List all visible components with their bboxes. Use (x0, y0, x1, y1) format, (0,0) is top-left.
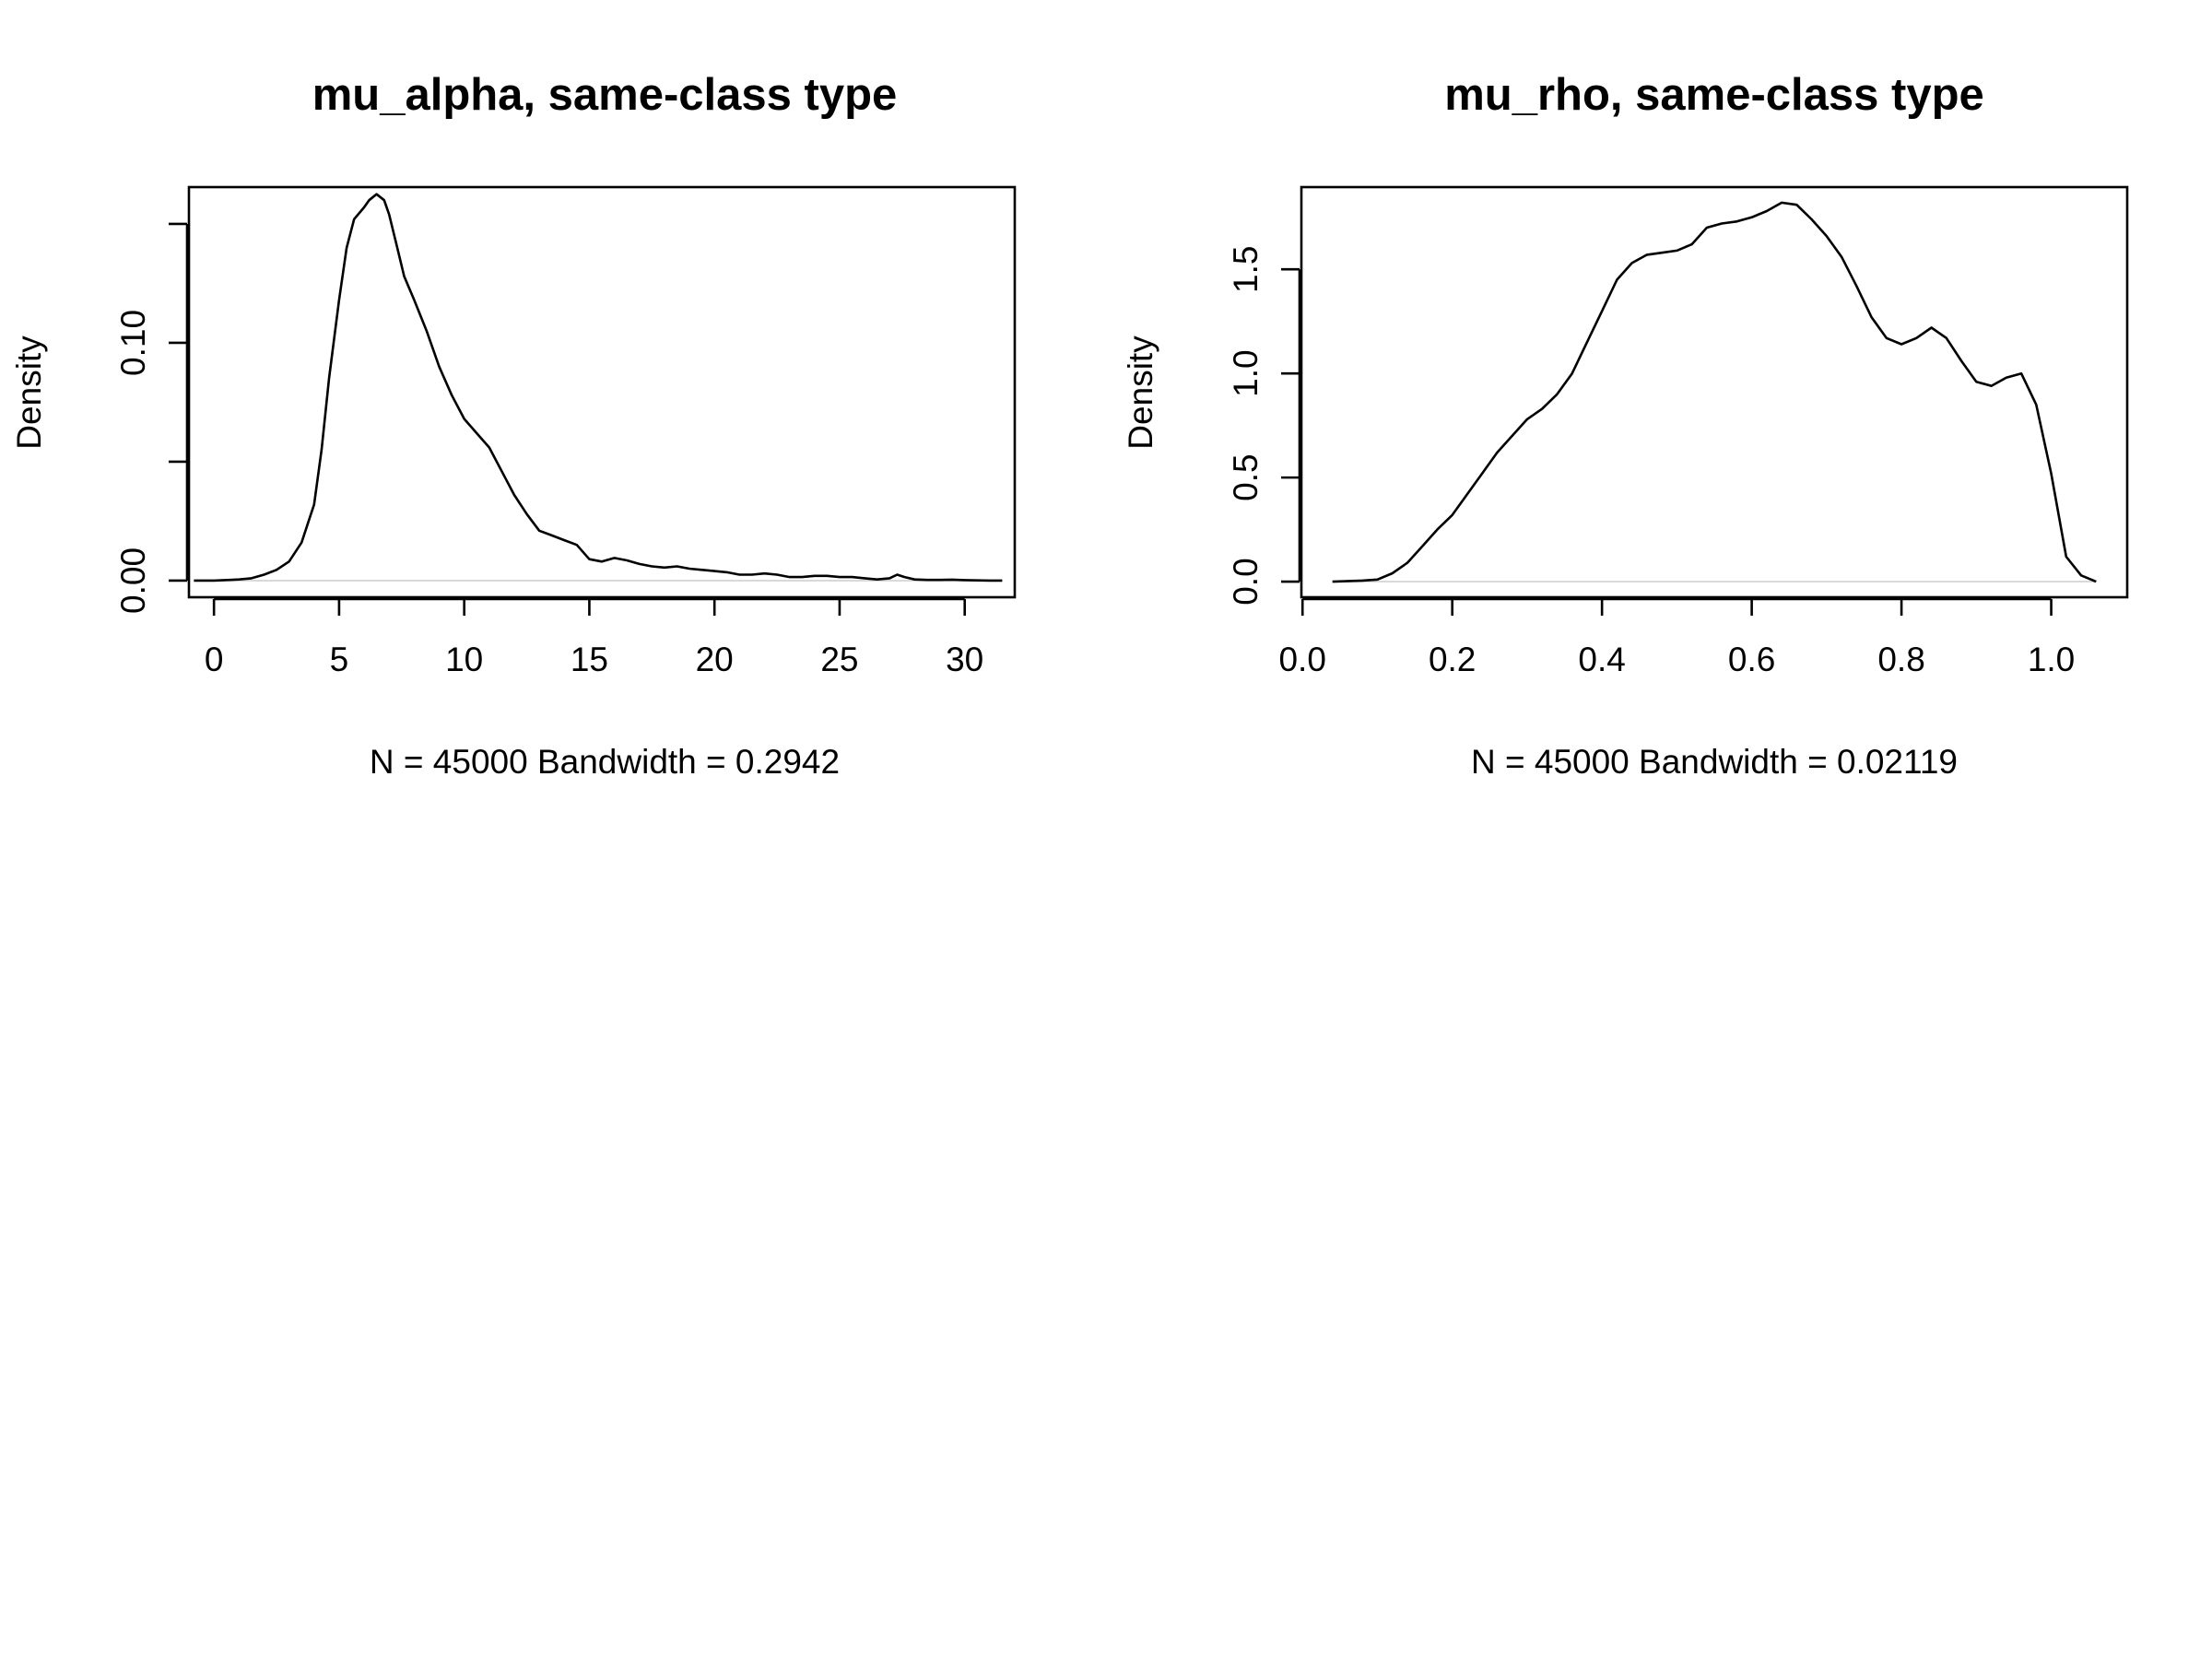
y-tick-label: 0.10 (114, 310, 152, 376)
x-axis-label: N = 45000 Bandwidth = 0.02119 (1471, 743, 1958, 781)
y-tick-label: 1.0 (1227, 349, 1265, 396)
y-tick-label: 0.5 (1227, 453, 1265, 500)
x-tick-label: 10 (445, 641, 483, 678)
density-plot-mu-rho: mu_rho, same-class type 0.0 0.2 0.4 0.6 0.8 1… (1122, 70, 2129, 781)
x-tick-label: 30 (946, 641, 983, 678)
y-axis: 0.00 0.10 (114, 222, 189, 614)
x-tick-label: 0.6 (1728, 641, 1775, 678)
y-axis: 0.0 0.5 1.0 1.5 (1227, 246, 1301, 606)
plot-title: mu_alpha, same-class type (312, 70, 898, 120)
density-curve (1332, 201, 2097, 583)
plot-title: mu_rho, same-class type (1444, 70, 1984, 120)
x-tick-label: 0 (205, 641, 224, 678)
x-tick-label: 5 (330, 641, 349, 678)
x-tick-label: 20 (696, 641, 734, 678)
y-axis-label: Density (10, 335, 48, 450)
y-tick-label: 0.0 (1227, 558, 1265, 605)
density-curve (194, 193, 1003, 582)
x-axis: 0.0 0.2 0.4 0.6 0.8 1.0 (1278, 597, 2075, 678)
x-tick-label: 15 (571, 641, 608, 678)
x-axis: 0 5 10 15 20 25 30 (205, 597, 983, 678)
x-tick-label: 0.4 (1578, 641, 1625, 678)
x-tick-label: 25 (820, 641, 858, 678)
y-tick-label: 1.5 (1227, 246, 1265, 293)
x-axis-label: N = 45000 Bandwidth = 0.2942 (370, 743, 840, 781)
x-tick-label: 1.0 (2028, 641, 2075, 678)
plot-frame (187, 185, 1017, 599)
x-tick-label: 0.2 (1429, 641, 1476, 678)
y-axis-label: Density (1122, 335, 1159, 450)
x-tick-label: 0.8 (1877, 641, 1924, 678)
density-plot-mu-alpha: mu_alpha, same-class type 0 5 10 15 20 25 30 0… (10, 70, 1017, 781)
x-tick-label: 0.0 (1278, 641, 1325, 678)
y-tick-label: 0.00 (114, 547, 152, 614)
plot-frame (1300, 185, 2129, 599)
